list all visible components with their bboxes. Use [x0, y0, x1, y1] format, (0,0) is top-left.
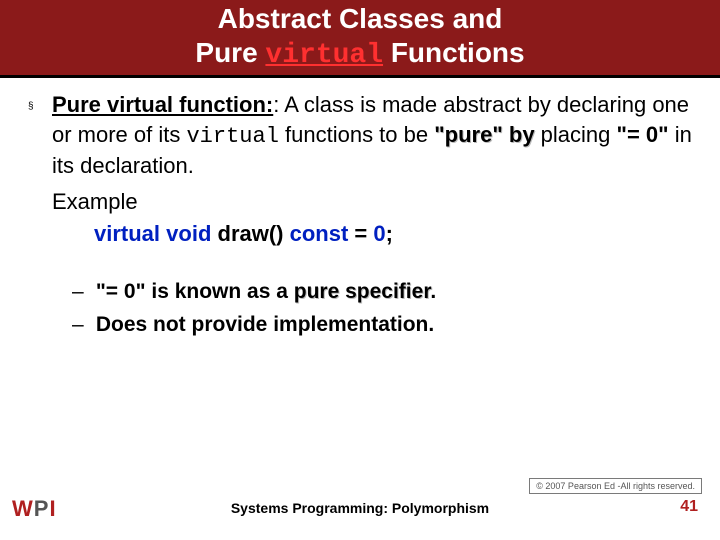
sub-list: – "= 0" is known as a pure specifier. – … — [28, 278, 692, 339]
semicolon: ; — [386, 221, 393, 246]
sub1-post: . — [430, 280, 436, 303]
page-number: 41 — [680, 498, 698, 516]
title-keyword-virtual: virtual — [265, 40, 383, 71]
bullet-body: Pure virtual function:: A class is made … — [52, 90, 692, 248]
sub-item-1: – "= 0" is known as a pure specifier. — [72, 278, 692, 306]
title-bar: Abstract Classes and Pure virtual Functi… — [0, 0, 720, 78]
kw-const: const — [290, 221, 349, 246]
quote-eq-zero: "= 0" — [617, 122, 669, 147]
term-pure-specifier: pure specifier — [294, 280, 431, 303]
sub2-text: Does not provide implementation. — [96, 313, 434, 336]
keyword-virtual-inline: virtual — [186, 124, 278, 149]
bullet-item: § Pure virtual function:: A class is mad… — [28, 90, 692, 248]
sub-item-2: – Does not provide implementation. — [72, 311, 692, 339]
footer: WPI Systems Programming: Polymorphism 41 — [0, 488, 720, 528]
code-example: virtual void draw() const = 0; — [52, 219, 692, 249]
eq-sign: = — [348, 221, 373, 246]
bullet-part3: placing — [535, 122, 617, 147]
example-label: Example — [52, 187, 692, 217]
title-line2-post: Functions — [383, 37, 525, 68]
content-area: § Pure virtual function:: A class is mad… — [0, 78, 720, 339]
bullet-marker: § — [28, 90, 52, 248]
dash-icon: – — [72, 278, 90, 306]
zero-literal: 0 — [373, 221, 385, 246]
bullet-sep: : — [273, 92, 284, 117]
dash-icon: – — [72, 311, 90, 339]
title-line1: Abstract Classes and — [218, 3, 503, 34]
title-line2-pre: Pure — [195, 37, 265, 68]
fn-draw: draw() — [211, 221, 289, 246]
bullet-part2: functions to be — [279, 122, 434, 147]
sub1-pre: "= 0" is known as a — [96, 280, 294, 303]
kw-void: void — [166, 221, 211, 246]
term-pure-virtual: Pure virtual function: — [52, 92, 273, 117]
slide-title: Abstract Classes and Pure virtual Functi… — [195, 2, 524, 72]
footer-title: Systems Programming: Polymorphism — [0, 500, 720, 516]
quote-pure-by: "pure" by — [434, 122, 534, 147]
kw-virtual: virtual — [94, 221, 160, 246]
